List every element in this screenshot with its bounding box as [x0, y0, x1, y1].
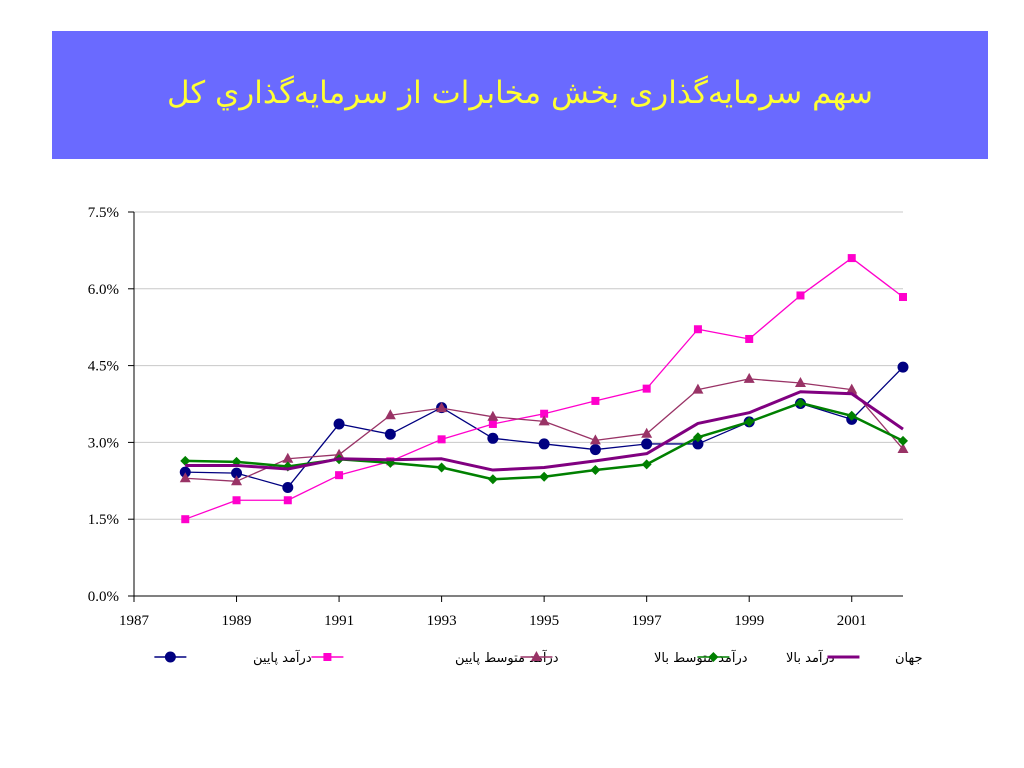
legend-marker — [530, 651, 542, 661]
data-point — [591, 396, 600, 405]
data-point — [538, 438, 550, 450]
y-tick-label: 3.0% — [88, 435, 119, 451]
x-tick-label: 1999 — [734, 613, 764, 629]
data-point — [282, 452, 294, 463]
data-point — [282, 481, 294, 493]
data-point — [487, 410, 499, 421]
y-tick-label: 7.5% — [88, 205, 119, 221]
x-tick-label: 2001 — [837, 613, 867, 629]
data-point — [693, 325, 702, 334]
data-point — [436, 462, 447, 473]
data-point — [538, 415, 550, 426]
data-point — [488, 419, 497, 428]
x-tick-label: 1995 — [529, 613, 559, 629]
legend-marker — [323, 653, 332, 661]
series-line — [185, 390, 904, 472]
data-point — [743, 372, 755, 383]
data-point — [539, 471, 550, 482]
data-point — [283, 496, 292, 505]
y-tick-label: 1.5% — [88, 512, 119, 528]
legend-label: درآمد متوسط پايين — [455, 649, 559, 666]
data-point — [692, 383, 704, 394]
y-tick-label: 4.5% — [88, 359, 119, 375]
data-point — [641, 427, 653, 438]
data-point — [796, 291, 805, 300]
y-tick-label: 0.0% — [88, 589, 119, 605]
title-banner: سهم سرمايه‌گذاری بخش مخابرات از سرمايه‌گ… — [52, 31, 988, 159]
data-point — [692, 432, 703, 443]
data-point — [180, 455, 191, 466]
data-point — [846, 383, 858, 394]
x-tick-label: 1993 — [427, 613, 457, 629]
data-point — [335, 471, 344, 480]
data-point — [589, 444, 601, 456]
data-point — [437, 435, 446, 444]
data-point — [179, 472, 191, 483]
y-tick-label: 6.0% — [88, 282, 119, 298]
data-point — [231, 467, 243, 479]
data-point — [231, 475, 243, 486]
x-tick-label: 1987 — [119, 613, 150, 629]
data-point — [436, 402, 448, 413]
data-point — [333, 448, 345, 459]
slide-title: سهم سرمايه‌گذاری بخش مخابرات از سرمايه‌گ… — [166, 75, 874, 111]
data-point — [487, 432, 499, 444]
data-point — [590, 465, 601, 476]
x-tick-label: 1989 — [222, 613, 252, 629]
data-point — [794, 377, 806, 388]
data-point — [897, 361, 909, 373]
data-point — [897, 443, 909, 454]
data-point — [179, 466, 191, 478]
data-point — [181, 515, 190, 524]
data-point — [795, 397, 806, 408]
data-point — [384, 428, 396, 440]
data-point — [898, 435, 908, 446]
x-tick-label: 1997 — [632, 613, 663, 629]
data-point — [232, 496, 241, 505]
data-point — [384, 409, 396, 420]
data-point — [847, 254, 856, 263]
data-point — [540, 409, 549, 418]
data-point — [487, 474, 498, 485]
data-point — [642, 384, 651, 393]
data-point — [333, 418, 345, 430]
data-point — [846, 410, 857, 421]
data-point — [641, 438, 653, 450]
data-point — [745, 334, 754, 343]
x-tick-label: 1991 — [324, 613, 354, 629]
legend-label: جهان — [895, 651, 923, 666]
legend-marker — [708, 652, 719, 662]
data-point — [641, 459, 652, 470]
data-point — [589, 434, 601, 445]
legend-label: درآمد پايين — [253, 649, 312, 666]
legend-label: درآمد بالا — [786, 649, 835, 666]
data-point — [744, 416, 755, 427]
data-point — [692, 438, 704, 450]
data-point — [899, 292, 907, 301]
legend-marker — [164, 651, 176, 663]
